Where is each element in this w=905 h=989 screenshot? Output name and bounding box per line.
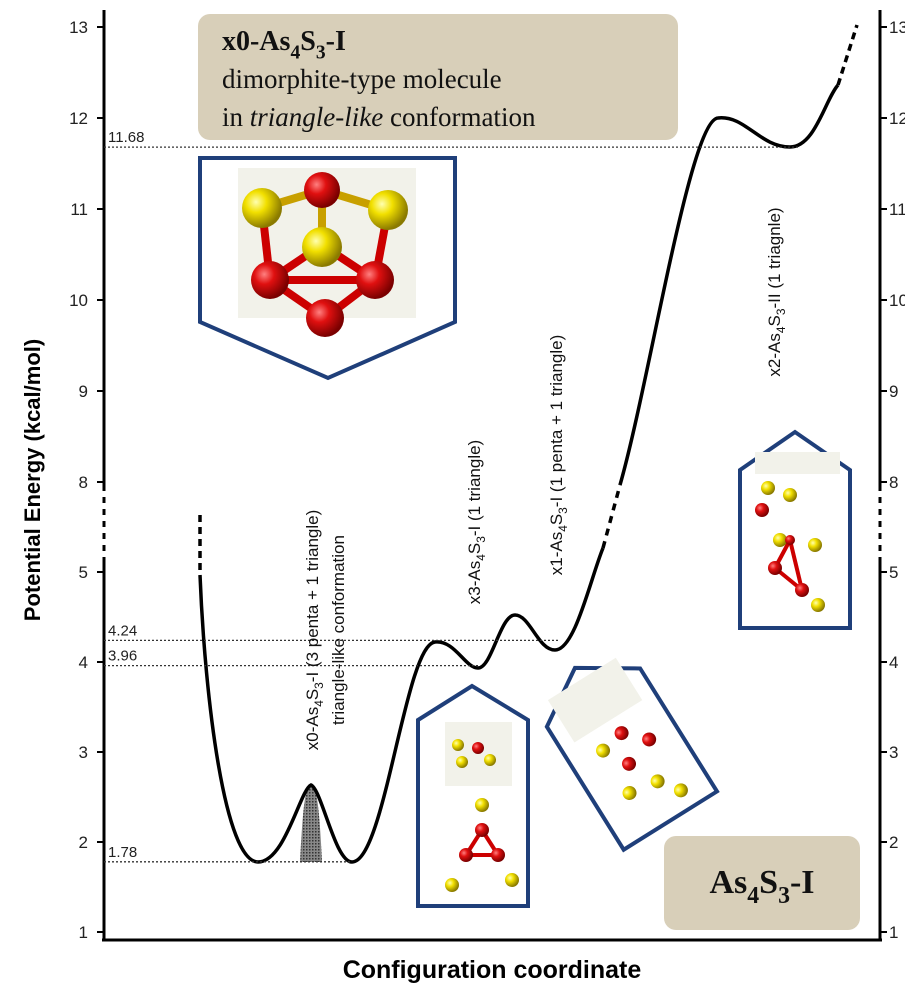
y2-tick-label: 8 xyxy=(889,473,898,492)
annotation: triangle-like conformation xyxy=(329,535,348,725)
y-tick-label: 4 xyxy=(79,653,88,672)
y-tick-label: 1 xyxy=(79,923,88,942)
text-part: 4 xyxy=(747,883,759,909)
box-text: in triangle-like conformation xyxy=(222,102,536,132)
text-part: dimorphite-type molecule xyxy=(222,64,502,94)
text-part: S xyxy=(300,26,316,57)
text-part: x0-As xyxy=(303,707,322,750)
y2-tick-label: 5 xyxy=(889,563,898,582)
text-part: -I xyxy=(790,864,815,901)
text-part: -I (3 penta + 1 triangle) xyxy=(303,510,322,682)
text-part: 3 xyxy=(778,883,790,909)
y-tick-label: 3 xyxy=(79,743,88,762)
text-part: S xyxy=(303,689,322,700)
x-axis-title: Configuration coordinate xyxy=(343,956,642,984)
text-part: -I xyxy=(326,26,346,57)
y2-tick-label: 9 xyxy=(889,382,898,401)
text-part: x0-As xyxy=(222,26,291,57)
text-part: triangle-like xyxy=(250,102,383,132)
text-part: -II (1 triagnle) xyxy=(765,207,784,308)
annotation: x1-As4S3-I (1 penta + 1 triangle) xyxy=(547,335,570,576)
molecule-panel xyxy=(200,158,455,378)
y-tick-label: 8 xyxy=(79,473,88,492)
y2-tick-label: 3 xyxy=(889,743,898,762)
text-part: -I (1 triangle) xyxy=(465,440,484,536)
y2-tick-label: 11 xyxy=(889,200,905,219)
energy-level-label: 1.78 xyxy=(108,844,137,861)
chart: Potential Energy (kcal/mol) Configuratio… xyxy=(0,0,905,989)
y-tick-label: 10 xyxy=(69,291,88,310)
text-part: x1-As xyxy=(547,532,566,575)
text-part: S xyxy=(759,864,778,901)
text-part: conformation xyxy=(383,102,536,132)
box-text: dimorphite-type molecule xyxy=(222,64,502,94)
y-tick-label: 13 xyxy=(69,18,88,37)
y-tick-label: 9 xyxy=(79,382,88,401)
y2-tick-label: 2 xyxy=(889,833,898,852)
energy-level-label: 11.68 xyxy=(108,129,144,146)
text-part: S xyxy=(765,315,784,326)
y2-tick-label: 12 xyxy=(889,109,905,128)
molecule-panel xyxy=(740,432,850,628)
y-tick-label: 11 xyxy=(70,200,88,219)
y2-tick-label: 13 xyxy=(889,18,905,37)
text-part: S xyxy=(465,543,484,554)
y-tick-label: 12 xyxy=(69,109,88,128)
text-part: x3-As xyxy=(465,561,484,604)
y-tick-label: 5 xyxy=(79,563,88,582)
annotation: x2-As4S3-II (1 triagnle) xyxy=(765,207,788,376)
text-part: -I (1 penta + 1 triangle) xyxy=(547,335,566,507)
text-part: As xyxy=(709,864,747,901)
annotation: x0-As4S3-I (3 penta + 1 triangle) xyxy=(303,510,326,751)
energy-level-label: 3.96 xyxy=(108,648,137,665)
text-part: 4 xyxy=(290,42,300,63)
text-part: triangle-like conformation xyxy=(329,535,348,725)
y-tick-label: 2 xyxy=(79,833,88,852)
energy-level-label: 4.24 xyxy=(108,622,137,639)
y2-tick-label: 4 xyxy=(889,653,898,672)
annotation: x3-As4S3-I (1 triangle) xyxy=(465,440,488,604)
text-part: S xyxy=(547,514,566,525)
molecule-panel xyxy=(528,639,717,850)
text-part: x2-As xyxy=(765,333,784,376)
text-part: 3 xyxy=(316,42,326,63)
text-part: in xyxy=(222,102,250,132)
y2-tick-label: 10 xyxy=(889,291,905,310)
y2-tick-label: 1 xyxy=(889,923,898,942)
y-axis-title: Potential Energy (kcal/mol) xyxy=(20,339,45,621)
molecule-panel xyxy=(418,686,528,906)
